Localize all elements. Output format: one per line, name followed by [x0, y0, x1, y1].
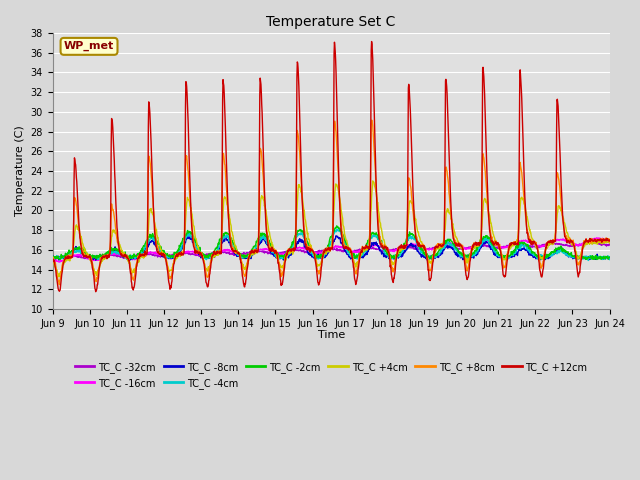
- Title: Temperature Set C: Temperature Set C: [266, 15, 396, 29]
- Legend: TC_C -32cm, TC_C -16cm, TC_C -8cm, TC_C -4cm, TC_C -2cm, TC_C +4cm, TC_C +8cm, T: TC_C -32cm, TC_C -16cm, TC_C -8cm, TC_C …: [71, 358, 591, 393]
- Y-axis label: Temperature (C): Temperature (C): [15, 126, 25, 216]
- Text: WP_met: WP_met: [64, 41, 114, 51]
- X-axis label: Time: Time: [317, 330, 345, 340]
